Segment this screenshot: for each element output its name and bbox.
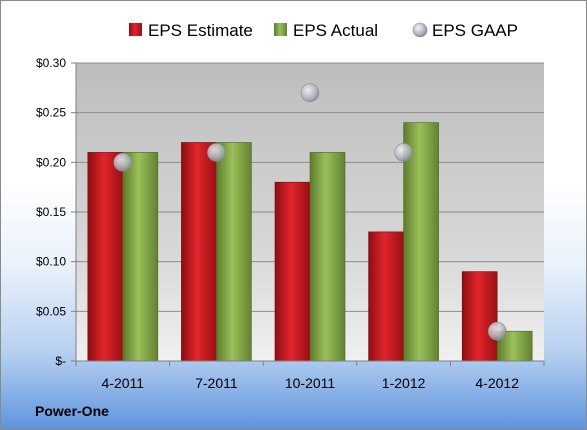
bars [87, 122, 533, 362]
eps-estimate-bar [274, 181, 311, 362]
x-tick-label: 7-2011 [195, 375, 238, 391]
eps-gaap-point [207, 143, 226, 162]
legend-swatch-gaap [412, 22, 428, 38]
eps-gaap-point [113, 153, 133, 172]
x-tick-label: 10-2011 [285, 375, 336, 391]
eps-gaap-point [300, 83, 320, 103]
legend-label: EPS Actual [293, 21, 378, 40]
company-name: Power-One [35, 403, 109, 419]
eps-actual-bar [216, 142, 252, 362]
x-axis: 4-2011 7-2011 10-2011 1-2012 4-2012 [75, 360, 545, 391]
y-tick-label: $0.20 [36, 155, 66, 169]
legend-label: EPS Estimate [148, 21, 253, 40]
x-tick-label: 1-2012 [382, 375, 426, 391]
y-tick-label: $- [55, 354, 66, 368]
eps-estimate-bar [368, 231, 404, 362]
legend-swatch-actual [274, 23, 287, 36]
eps-estimate-bar [181, 142, 217, 362]
y-tick-label: $0.30 [36, 56, 66, 70]
legend: EPS Estimate EPS Actual EPS GAAP [129, 21, 518, 40]
eps-estimate-bar [461, 271, 498, 362]
eps-actual-bar [122, 152, 159, 362]
eps-gaap-point [487, 321, 507, 341]
x-tick-label: 4-2011 [102, 375, 145, 391]
eps-actual-bar [309, 152, 346, 362]
eps-gaap-point [394, 143, 413, 162]
y-tick-label: $0.05 [36, 304, 66, 318]
y-tick-label: $0.10 [36, 255, 66, 269]
y-tick-label: $0.25 [36, 106, 66, 120]
legend-label: EPS GAAP [432, 21, 518, 40]
y-tick-label: $0.15 [36, 205, 66, 219]
legend-swatch-estimate [129, 23, 142, 36]
eps-actual-bar [403, 122, 439, 362]
y-axis: $- $0.05 $0.10 $0.15 $0.20 $0.25 $0.30 [36, 56, 77, 368]
eps-estimate-bar [87, 152, 124, 362]
gaap-points [113, 83, 507, 341]
x-tick-label: 4-2012 [475, 375, 519, 391]
